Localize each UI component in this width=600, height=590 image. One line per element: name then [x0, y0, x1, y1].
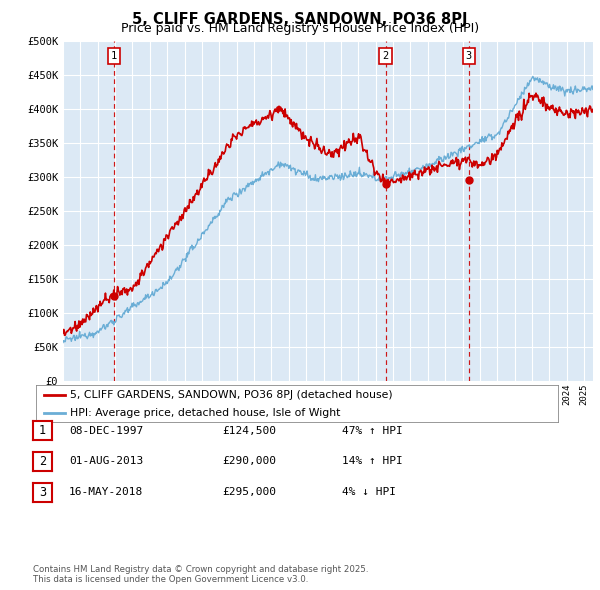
- Text: HPI: Average price, detached house, Isle of Wight: HPI: Average price, detached house, Isle…: [70, 408, 340, 418]
- Text: £124,500: £124,500: [222, 426, 276, 435]
- Text: £290,000: £290,000: [222, 457, 276, 466]
- Text: £295,000: £295,000: [222, 487, 276, 497]
- Text: 3: 3: [466, 51, 472, 61]
- Text: Price paid vs. HM Land Registry's House Price Index (HPI): Price paid vs. HM Land Registry's House …: [121, 22, 479, 35]
- Text: 3: 3: [39, 486, 46, 499]
- Text: 14% ↑ HPI: 14% ↑ HPI: [342, 457, 403, 466]
- Text: Contains HM Land Registry data © Crown copyright and database right 2025.
This d: Contains HM Land Registry data © Crown c…: [33, 565, 368, 584]
- Text: 01-AUG-2013: 01-AUG-2013: [69, 457, 143, 466]
- Text: 5, CLIFF GARDENS, SANDOWN, PO36 8PJ: 5, CLIFF GARDENS, SANDOWN, PO36 8PJ: [132, 12, 468, 27]
- Text: 08-DEC-1997: 08-DEC-1997: [69, 426, 143, 435]
- Text: 2: 2: [383, 51, 389, 61]
- Text: 5, CLIFF GARDENS, SANDOWN, PO36 8PJ (detached house): 5, CLIFF GARDENS, SANDOWN, PO36 8PJ (det…: [70, 390, 392, 399]
- Text: 4% ↓ HPI: 4% ↓ HPI: [342, 487, 396, 497]
- Text: 16-MAY-2018: 16-MAY-2018: [69, 487, 143, 497]
- Text: 1: 1: [111, 51, 117, 61]
- Text: 1: 1: [39, 424, 46, 437]
- Text: 47% ↑ HPI: 47% ↑ HPI: [342, 426, 403, 435]
- Text: 2: 2: [39, 455, 46, 468]
